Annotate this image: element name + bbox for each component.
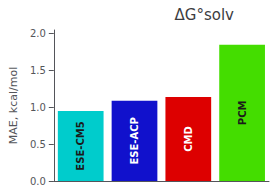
svg-text:PCM: PCM: [237, 101, 248, 126]
svg-text:ESE-CM5: ESE-CM5: [75, 121, 86, 170]
svg-text:ESE-ACP: ESE-ACP: [129, 117, 140, 164]
svg-text:0.0: 0.0: [30, 176, 46, 187]
svg-text:MAE, kcal/mol: MAE, kcal/mol: [7, 67, 20, 144]
svg-text:2.0: 2.0: [30, 28, 46, 39]
svg-text:ΔG°solv: ΔG°solv: [175, 6, 235, 24]
svg-text:CMD: CMD: [183, 126, 194, 152]
svg-text:1.5: 1.5: [30, 65, 46, 76]
svg-text:1.0: 1.0: [30, 102, 46, 113]
svg-text:0.5: 0.5: [30, 139, 46, 150]
